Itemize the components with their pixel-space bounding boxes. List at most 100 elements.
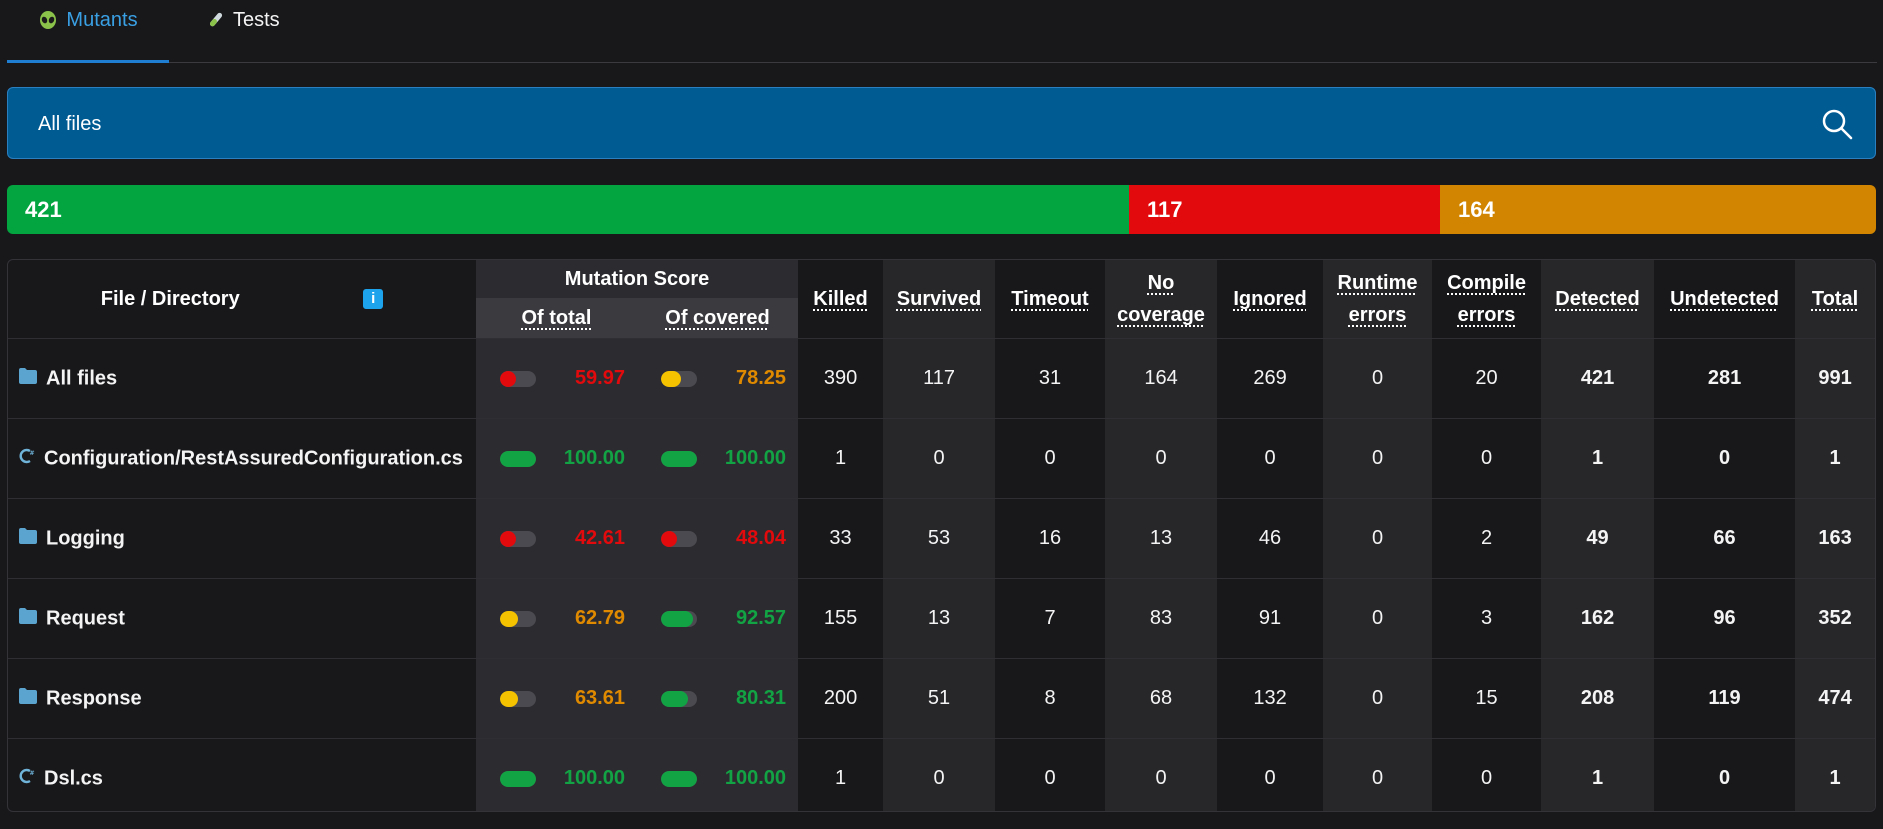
score-of-total-pill [500,770,536,787]
killed-cell: 1 [798,738,884,811]
score-of-total-pill [500,690,536,707]
folder-icon [18,527,38,551]
file-name[interactable]: All files [46,366,118,389]
table-row[interactable]: Response 63.61 80.31 200 51 8 68 132 0 1… [8,658,1875,739]
file-name[interactable]: Logging [46,526,125,549]
score-of-total-cell: 100.00 [476,738,637,811]
timeout-cell: 0 [995,418,1106,499]
table-row[interactable]: # Configuration/RestAssuredConfiguration.… [8,418,1875,499]
header-no-coverage[interactable]: No coverage [1105,260,1218,339]
total-cell: 1 [1795,738,1875,811]
score-of-total-cell: 59.97 [476,338,637,419]
score-of-total-cell: 100.00 [476,418,637,499]
progress-detected: 421 [7,185,1129,234]
compile-errors-cell: 0 [1432,418,1542,499]
mutation-progress-bar: 421 117 164 [7,185,1876,234]
alien-icon [38,10,58,30]
file-search-bar[interactable]: All files [7,87,1876,159]
test-tube-icon [205,10,225,30]
header-compile-errors[interactable]: Compile errors [1447,272,1526,326]
file-name-cell[interactable]: Response [8,658,476,739]
file-name-cell[interactable]: Request [8,578,476,659]
svg-text:#: # [30,770,35,777]
runtime-errors-cell: 0 [1323,498,1433,579]
file-name[interactable]: Request [46,606,125,629]
progress-survived: 117 [1129,185,1440,234]
header-of-covered[interactable]: Of covered [637,298,799,339]
score-of-covered-value: 100.00 [724,767,787,789]
score-of-covered-pill [661,610,697,627]
ignored-cell: 269 [1217,338,1324,419]
killed-cell: 1 [798,418,884,499]
folder-icon [18,607,38,631]
survived-cell: 0 [883,418,996,499]
header-file-directory[interactable]: File / Directory i [8,260,476,339]
header-survived[interactable]: Survived [883,260,996,339]
detected-cell: 208 [1541,658,1655,739]
file-name-cell[interactable]: # Dsl.cs [8,738,476,811]
file-name[interactable]: Response [46,686,142,709]
detected-cell: 49 [1541,498,1655,579]
total-cell: 163 [1795,498,1875,579]
score-of-total-pill [500,610,536,627]
timeout-cell: 8 [995,658,1106,739]
table-row[interactable]: All files 59.97 78.25 390 117 31 164 269… [8,338,1875,419]
metrics-table: File / Directory i Mutation Score Killed… [7,259,1876,812]
undetected-cell: 66 [1654,498,1796,579]
score-of-total-pill [500,370,536,387]
runtime-errors-cell: 0 [1323,658,1433,739]
file-name-cell[interactable]: All files [8,338,476,419]
tab-mutants[interactable]: Mutants [7,0,169,63]
header-ignored[interactable]: Ignored [1233,288,1307,310]
killed-cell: 33 [798,498,884,579]
header-undetected[interactable]: Undetected [1670,288,1779,310]
total-cell: 352 [1795,578,1875,659]
file-name-cell[interactable]: # Configuration/RestAssuredConfiguration.… [8,418,476,499]
ignored-cell: 91 [1217,578,1324,659]
table-row[interactable]: # Dsl.cs 100.00 100.00 1 0 0 0 0 0 0 1 0 … [8,738,1875,811]
score-of-covered-pill [661,770,697,787]
survived-cell: 53 [883,498,996,579]
score-of-total-value: 100.00 [563,447,625,469]
no-coverage-cell: 0 [1105,738,1218,811]
csharp-file-icon: # [18,767,36,791]
no-coverage-cell: 83 [1105,578,1218,659]
score-of-total-value: 62.79 [574,607,625,629]
info-icon[interactable]: i [363,289,384,310]
undetected-cell: 0 [1654,418,1796,499]
runtime-errors-cell: 0 [1323,338,1433,419]
killed-cell: 155 [798,578,884,659]
score-of-covered-value: 48.04 [735,527,787,549]
score-of-covered-pill [661,370,697,387]
detected-cell: 1 [1541,418,1655,499]
detected-cell: 1 [1541,738,1655,811]
search-icon[interactable] [1821,108,1853,140]
header-timeout[interactable]: Timeout [1011,288,1089,310]
ignored-cell: 46 [1217,498,1324,579]
no-coverage-cell: 13 [1105,498,1218,579]
header-killed[interactable]: Killed [813,288,868,310]
score-of-covered-cell: 100.00 [637,738,799,811]
header-runtime-errors[interactable]: Runtime errors [1323,260,1433,339]
header-of-total[interactable]: Of total [476,298,637,339]
undetected-cell: 0 [1654,738,1796,811]
header-total[interactable]: Total [1795,260,1875,339]
folder-icon [18,367,38,391]
total-cell: 991 [1795,338,1875,419]
tab-tests[interactable]: Tests [205,0,305,62]
file-name-cell[interactable]: Logging [8,498,476,579]
table-row[interactable]: Logging 42.61 48.04 33 53 16 13 46 0 2 4… [8,498,1875,579]
runtime-errors-cell: 0 [1323,738,1433,811]
file-name[interactable]: Dsl.cs [44,766,103,789]
runtime-errors-cell: 0 [1323,418,1433,499]
table-row[interactable]: Request 62.79 92.57 155 13 7 83 91 0 3 1… [8,578,1875,659]
file-name[interactable]: Configuration/RestAssuredConfiguration.c… [44,446,463,469]
score-of-covered-value: 92.57 [735,607,787,629]
timeout-cell: 16 [995,498,1106,579]
killed-cell: 200 [798,658,884,739]
compile-errors-cell: 0 [1432,738,1542,811]
tab-bar: Mutants Tests [7,0,1877,63]
header-detected[interactable]: Detected [1541,260,1655,339]
breadcrumb-label: All files [38,113,102,135]
score-of-total-cell: 42.61 [476,498,637,579]
